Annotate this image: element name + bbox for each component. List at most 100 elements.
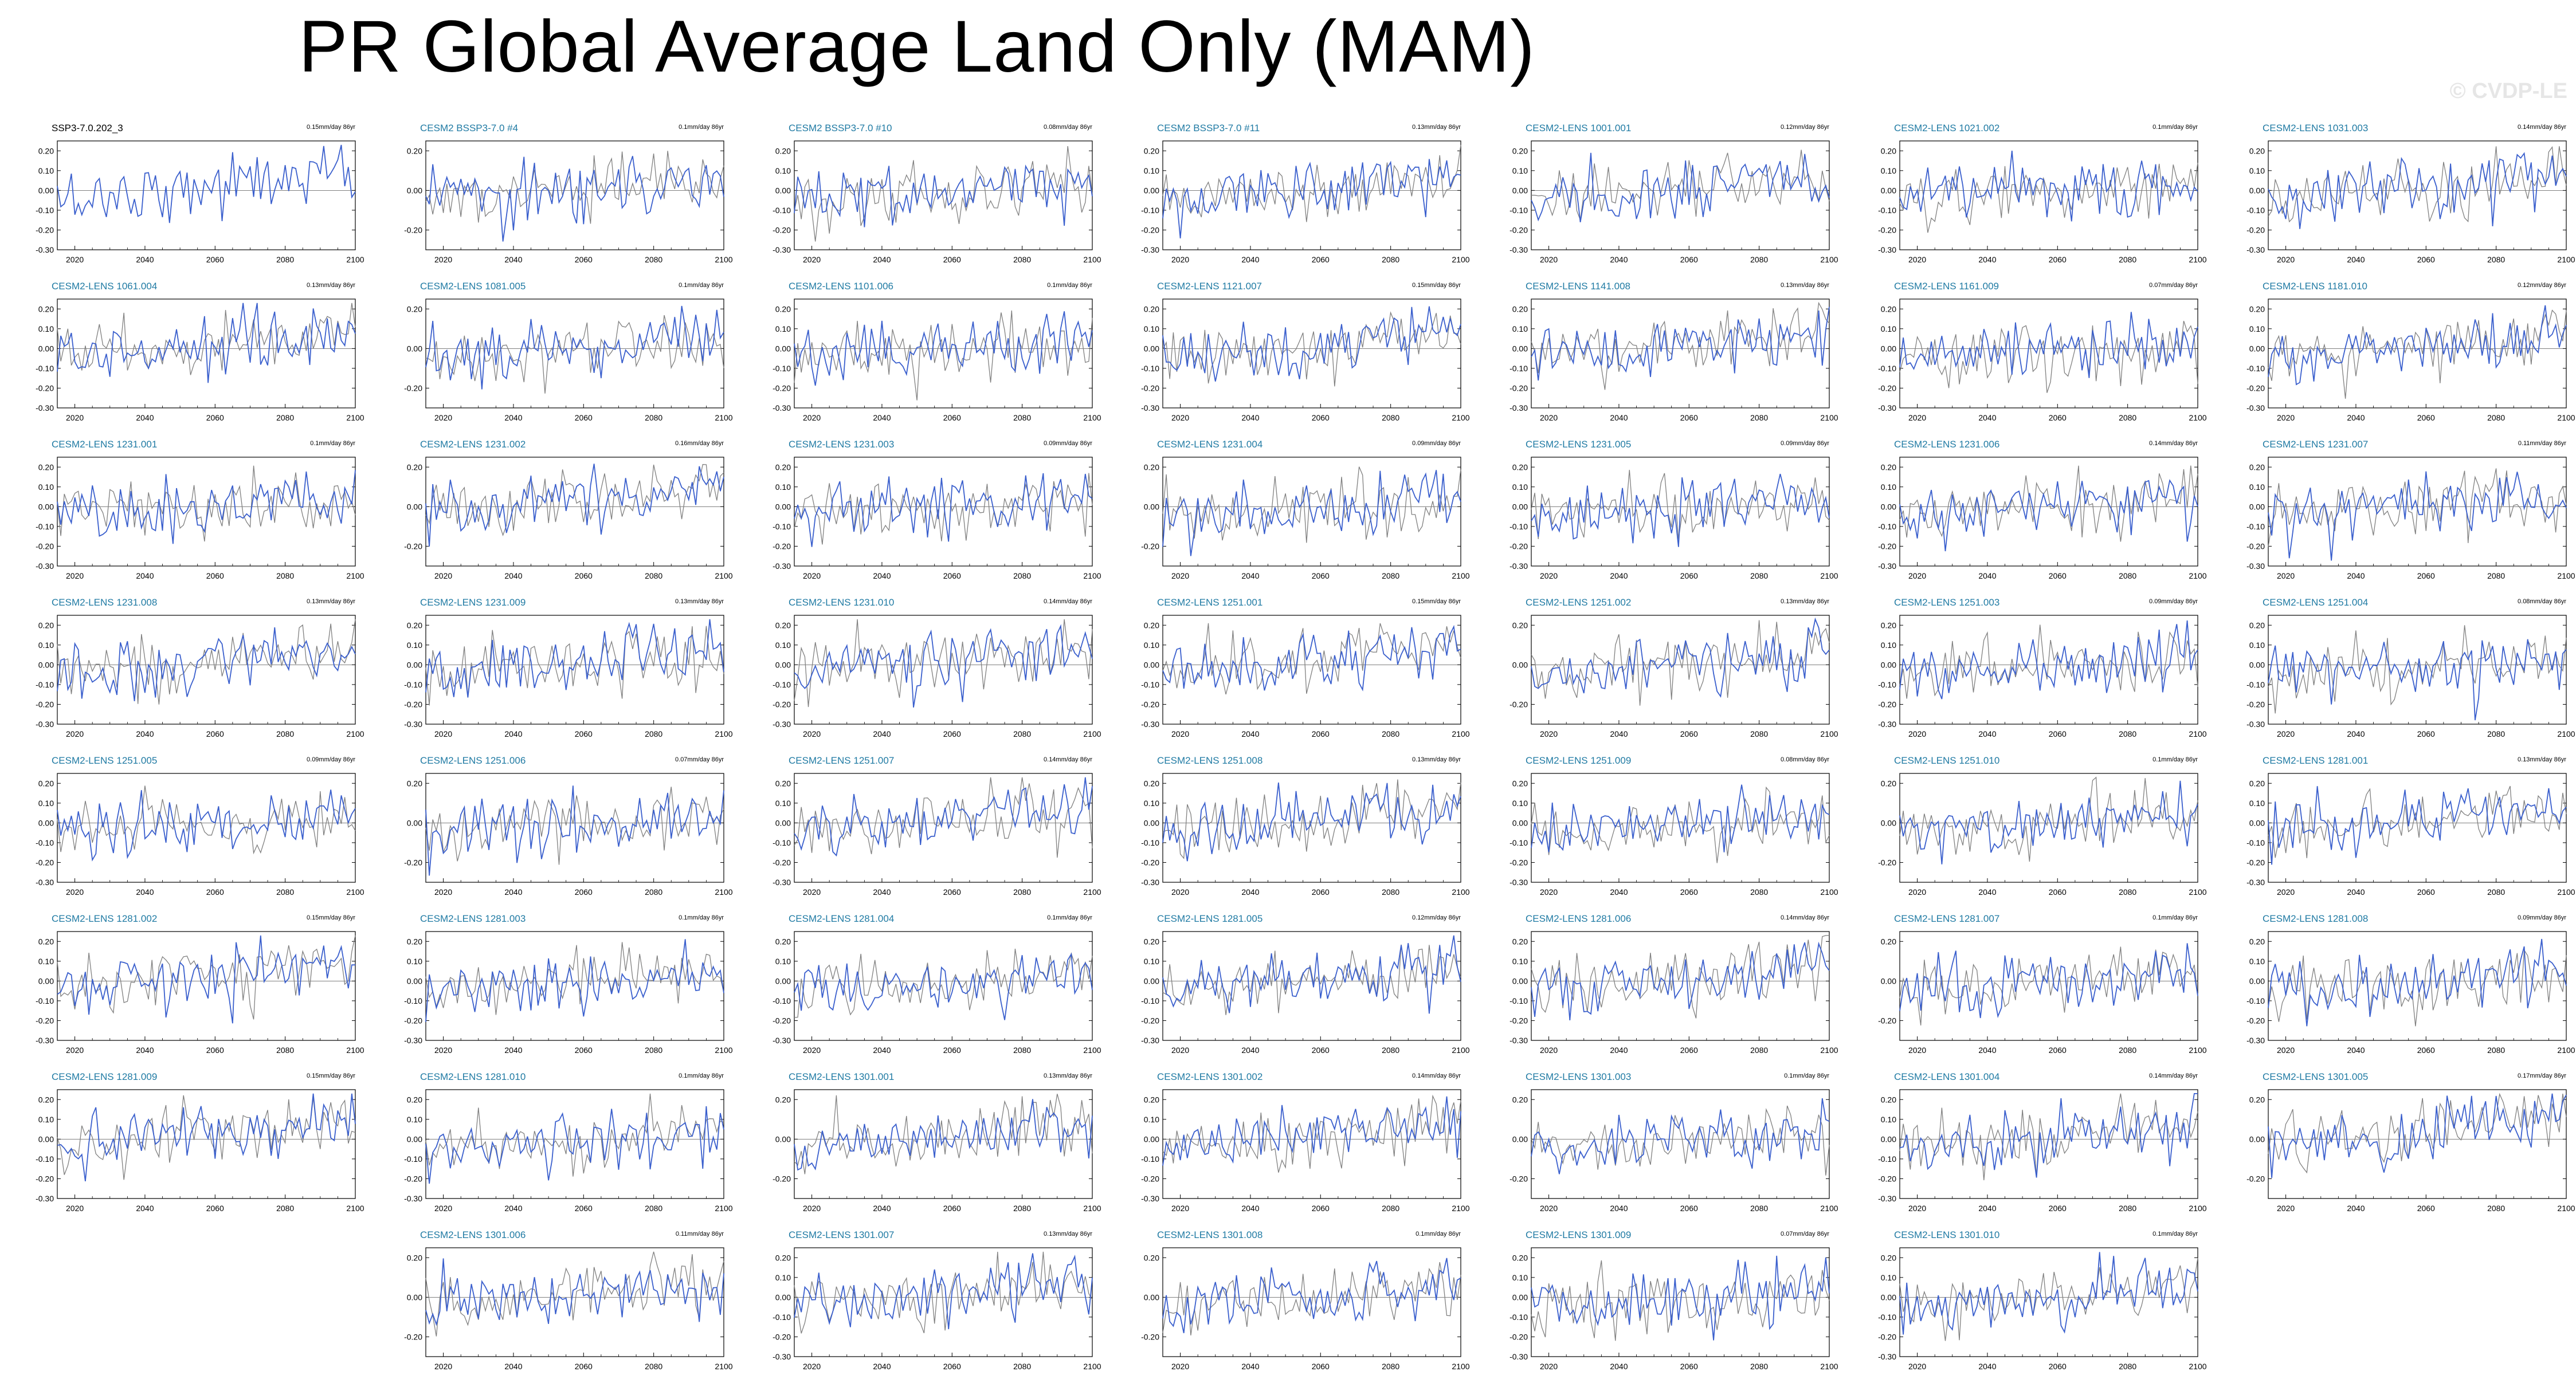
y-tick-label: 0.10	[1881, 641, 1896, 650]
x-tick-label: 2060	[1680, 1362, 1698, 1371]
plot-frame	[425, 457, 724, 567]
y-tick-label: 0.10	[2249, 799, 2265, 808]
y-tick-label: 0.20	[1144, 1253, 1159, 1262]
y-tick-label: 0.20	[407, 937, 422, 946]
obs-series-line	[57, 302, 356, 375]
y-tick-label: -0.20	[2246, 383, 2265, 392]
y-tick-label: 0.00	[1512, 1292, 1528, 1302]
panel-title: CESM2-LENS 1061.004	[52, 281, 158, 292]
member-series-line	[425, 1258, 724, 1326]
x-tick-label: 2100	[1083, 255, 1101, 264]
plot-frame	[1162, 1247, 1461, 1357]
y-tick-label: -0.20	[2246, 1174, 2265, 1183]
x-tick-label: 2020	[1171, 1204, 1189, 1213]
obs-series-line	[794, 1094, 1093, 1174]
x-tick-label: 2060	[575, 1204, 593, 1213]
plot-frame	[2268, 298, 2567, 408]
x-tick-label: 2060	[206, 1046, 224, 1055]
x-tick-label: 2060	[943, 255, 961, 264]
chart-panel: CESM2-LENS 1281.003 0.1mm/day 86yr 0.20 0.1…	[380, 913, 733, 1069]
panel-title: CESM2-LENS 1231.002	[420, 439, 526, 450]
y-tick-label: 0.20	[1512, 462, 1528, 471]
y-tick-label: 0.20	[1881, 620, 1896, 630]
x-tick-label: 2020	[66, 1046, 84, 1055]
x-tick-label: 2060	[1680, 571, 1698, 580]
panel-plot: 0.20 0.00 -0.20 2020 2040 2060 2080 2100	[404, 457, 733, 580]
y-tick-label: 0.00	[38, 186, 54, 195]
x-tick-label: 2080	[2487, 255, 2505, 264]
x-tick-label: 2060	[575, 1362, 593, 1371]
panel-title: CESM2-LENS 1281.010	[420, 1071, 526, 1082]
panel-title: CESM2-LENS 1251.006	[420, 755, 526, 766]
panel-plot: 0.20 0.10 0.00 -0.10 -0.20 -0.30 2020 2040 2060 2…	[36, 773, 364, 897]
y-tick-label: -0.30	[1878, 720, 1896, 729]
panel-title: CESM2-LENS 1301.006	[420, 1229, 526, 1240]
y-tick-label: 0.00	[1144, 1292, 1159, 1302]
panel-trend-label: 0.09mm/day 86yr	[2149, 598, 2198, 605]
panel-title: CESM2-LENS 1231.001	[52, 439, 158, 450]
x-tick-label: 2020	[66, 729, 84, 738]
x-tick-label: 2100	[715, 413, 732, 422]
x-tick-label: 2040	[136, 1046, 154, 1055]
x-tick-label: 2100	[1820, 1362, 1838, 1371]
member-series-line	[425, 1106, 724, 1184]
panel-trend-label: 0.1mm/day 86yr	[1784, 1072, 1829, 1079]
chart-panel: CESM2-LENS 1281.002 0.15mm/day 86yr 0.20 0.…	[11, 913, 364, 1069]
obs-series-line	[425, 1251, 724, 1337]
x-tick-label: 2080	[1750, 1362, 1768, 1371]
panel-plot: 0.20 0.10 0.00 -0.10 -0.20 -0.30 2020 2040 2060 2…	[773, 1247, 1101, 1371]
y-tick-label: 0.10	[407, 1115, 422, 1124]
y-tick-label: 0.00	[1512, 502, 1528, 511]
panel-trend-label: 0.13mm/day 86yr	[1412, 124, 1461, 131]
y-tick-label: 0.00	[407, 1292, 422, 1302]
y-tick-label: 0.00	[1144, 976, 1159, 985]
y-tick-label: -0.20	[36, 1016, 54, 1025]
x-tick-label: 2020	[1171, 413, 1189, 422]
x-tick-label: 2100	[346, 413, 364, 422]
y-tick-label: -0.10	[773, 364, 791, 373]
chart-panel: CESM2-LENS 1141.008 0.13mm/day 86yr 0.20 0.…	[1485, 281, 1838, 437]
panel-trend-label: 0.13mm/day 86yr	[1412, 756, 1461, 763]
x-tick-label: 2040	[1610, 571, 1628, 580]
panel-plot: 0.20 0.10 0.00 -0.10 -0.20 -0.30 2020 2040 2060 2…	[1878, 615, 2207, 738]
x-tick-label: 2080	[645, 729, 662, 738]
panel-title: CESM2-LENS 1281.008	[2263, 913, 2369, 924]
panel-plot: 0.20 0.00 -0.20 2020 2040 2060 2080 2100	[1141, 1247, 1470, 1371]
member-series-line	[57, 627, 356, 702]
x-tick-label: 2060	[943, 729, 961, 738]
y-tick-label: -0.20	[1141, 1016, 1159, 1025]
chart-panel: CESM2-LENS 1121.007 0.15mm/day 86yr 0.20 0.…	[1117, 281, 1470, 437]
x-tick-label: 2100	[2557, 1204, 2575, 1213]
plot-frame	[2268, 1089, 2567, 1199]
panel-trend-label: 0.15mm/day 86yr	[307, 914, 355, 921]
member-series-line	[1531, 473, 1830, 547]
y-tick-label: 0.20	[407, 620, 422, 630]
plot-frame	[1899, 140, 2198, 250]
y-tick-label: 0.20	[38, 304, 54, 313]
plot-frame	[794, 1247, 1093, 1357]
y-tick-label: 0.10	[1881, 482, 1896, 492]
panel-plot: 0.20 0.10 0.00 -0.10 -0.20 -0.30 2020 2040 2060 2…	[773, 298, 1101, 422]
x-tick-label: 2040	[504, 571, 522, 580]
y-tick-label: 0.10	[1144, 799, 1159, 808]
x-tick-label: 2080	[276, 255, 294, 264]
x-tick-label: 2040	[873, 413, 891, 422]
panel-plot: 0.20 0.10 0.00 -0.10 -0.20 -0.30 2020 2040 2060 2…	[1141, 1089, 1470, 1213]
obs-series-line	[2268, 625, 2567, 714]
y-tick-label: -0.10	[773, 522, 791, 531]
panel-plot: 0.20 0.10 0.00 -0.10 -0.20 -0.30 2020 2040 2060 2…	[773, 140, 1101, 264]
x-tick-label: 2040	[2347, 1204, 2365, 1213]
obs-series-line	[57, 1095, 356, 1180]
y-tick-label: -0.10	[1141, 838, 1159, 847]
y-tick-label: -0.10	[36, 996, 54, 1005]
y-tick-label: -0.20	[1878, 858, 1896, 867]
plot-frame	[2268, 140, 2567, 250]
y-tick-label: 0.20	[1881, 462, 1896, 471]
member-series-line	[1899, 780, 2198, 865]
panel-title: CESM2-LENS 1281.009	[52, 1071, 158, 1082]
x-tick-label: 2020	[1908, 1362, 1926, 1371]
panel-trend-label: 0.17mm/day 86yr	[2518, 1072, 2566, 1079]
plot-frame	[57, 1089, 356, 1199]
plot-frame	[794, 140, 1093, 250]
x-tick-label: 2020	[1540, 413, 1558, 422]
